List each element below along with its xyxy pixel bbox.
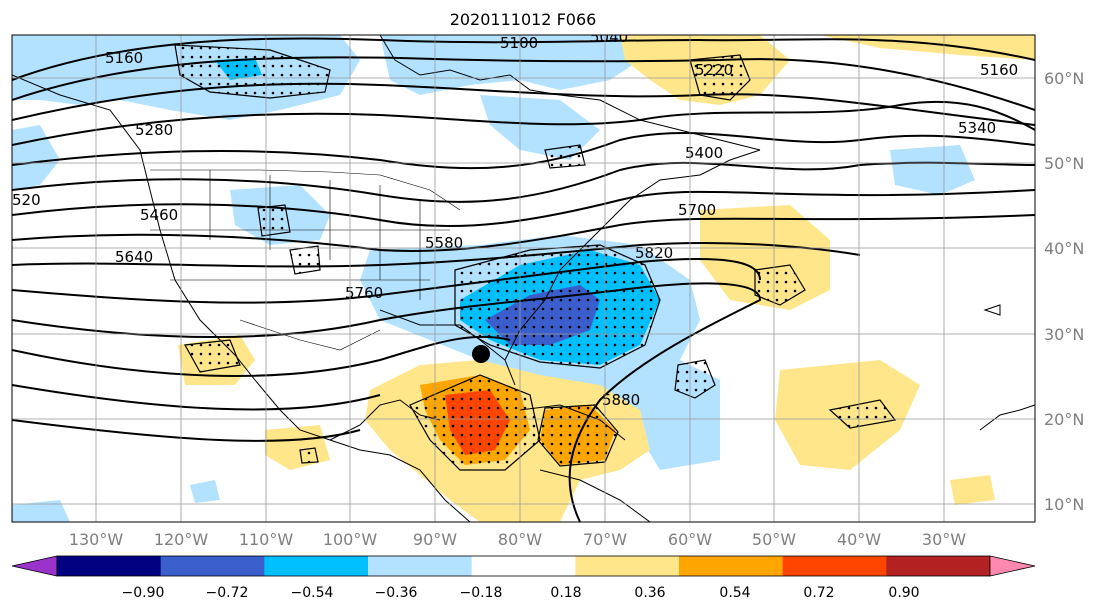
- storm-center-marker: [472, 345, 490, 363]
- colorbar-cell: [368, 556, 473, 576]
- lon-label: 50°W: [752, 530, 796, 549]
- colorbar-cell: [679, 556, 784, 576]
- contour-label: 5340: [958, 119, 996, 137]
- lat-label: 10°N: [1044, 495, 1084, 514]
- lon-label: 90°W: [413, 530, 457, 549]
- colorbar-cell: [160, 556, 265, 576]
- lon-label: 80°W: [498, 530, 542, 549]
- contour-label: 5160: [980, 61, 1018, 79]
- longitude-labels: 130°W 120°W 110°W 100°W 90°W 80°W 70°W 6…: [69, 530, 966, 549]
- colorbar-label: −0.90: [122, 585, 165, 601]
- colorbar-label: 0.18: [550, 585, 581, 601]
- lon-label: 30°W: [922, 530, 966, 549]
- contour-label: 5280: [135, 121, 173, 139]
- map-frame: [11, 34, 1036, 523]
- lon-label: 100°W: [323, 530, 378, 549]
- contour-label: 5100: [500, 34, 538, 52]
- coastlines: [12, 35, 1035, 522]
- contour-label: 520: [12, 191, 41, 209]
- contour-label: 5700: [678, 201, 716, 219]
- colorbar-cell: [57, 556, 162, 576]
- colorbar-label: 0.90: [888, 585, 919, 601]
- colorbar-label: 0.72: [803, 585, 834, 601]
- contour-label: 5580: [425, 234, 463, 252]
- lon-label: 60°W: [668, 530, 712, 549]
- lon-label: 130°W: [69, 530, 124, 549]
- contour-label: 5760: [345, 284, 383, 302]
- colorbar-cell: [575, 556, 680, 576]
- colorbar: −0.90 −0.72 −0.54 −0.36 −0.18 0.18 0.36 …: [11, 555, 1036, 601]
- contour-label: 5640: [115, 248, 153, 266]
- lat-label: 40°N: [1044, 239, 1084, 258]
- lon-label: 40°W: [837, 530, 881, 549]
- lon-label: 120°W: [154, 530, 209, 549]
- contour-label: 5220: [695, 61, 733, 79]
- stipple-regions: [174, 44, 897, 471]
- graticule: [12, 35, 1035, 522]
- colorbar-cell: [264, 556, 369, 576]
- lat-label: 60°N: [1044, 69, 1084, 88]
- colorbar-cell: [886, 556, 991, 576]
- lat-label: 30°N: [1044, 325, 1084, 344]
- contour-label: 5400: [685, 144, 723, 162]
- colorbar-cell: [782, 556, 887, 576]
- contour-labels: 5160 5100 5040 5220 5160 5280 5340 5400 …: [12, 28, 1018, 409]
- map-panel: 5160 5100 5040 5220 5160 5280 5340 5400 …: [12, 28, 1035, 522]
- colorbar-label: 0.54: [719, 585, 750, 601]
- colorbar-label: −0.18: [460, 585, 503, 601]
- colorbar-label: 0.36: [634, 585, 665, 601]
- colorbar-label: −0.36: [375, 585, 418, 601]
- contour-label: 5880: [602, 391, 640, 409]
- contour-label: 5820: [635, 244, 673, 262]
- latitude-labels: 60°N 50°N 40°N 30°N 20°N 10°N: [1044, 69, 1084, 514]
- lat-label: 20°N: [1044, 410, 1084, 429]
- colorbar-label: −0.72: [206, 585, 249, 601]
- colorbar-label: −0.54: [291, 585, 334, 601]
- contour-label: 5460: [140, 206, 178, 224]
- contour-label: 5040: [590, 28, 628, 46]
- contour-label: 5160: [105, 49, 143, 67]
- lon-label: 110°W: [239, 530, 294, 549]
- colorbar-left-arrow: [11, 555, 58, 577]
- map-title: 2020111012 F066: [450, 10, 597, 29]
- colorbar-right-arrow: [989, 555, 1036, 577]
- height-contours: [12, 37, 1035, 522]
- lon-label: 70°W: [583, 530, 627, 549]
- lat-label: 50°N: [1044, 154, 1084, 173]
- colorbar-cell: [471, 556, 576, 576]
